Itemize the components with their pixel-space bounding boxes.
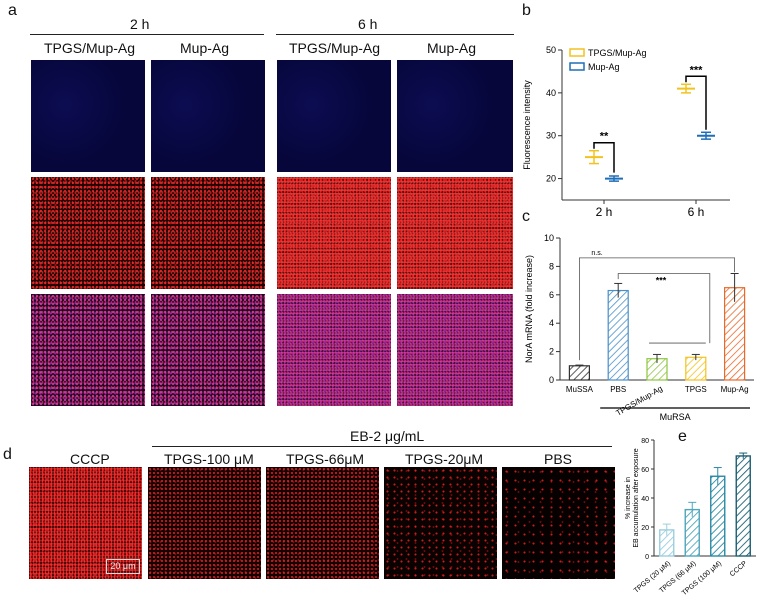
- panel-letter-c: c: [522, 208, 530, 225]
- micrograph-eb-pbs: [502, 467, 615, 579]
- c-ns-label: n.s.: [591, 250, 602, 257]
- b-x-tick-label: 2 h: [596, 205, 613, 219]
- c-group-label: MuRSA: [660, 412, 691, 422]
- c-bar: [607, 289, 629, 381]
- micrograph-merge-tpgs-6h: [277, 294, 391, 406]
- panel-letter-b: b: [522, 2, 531, 19]
- b-legend-swatch: [569, 62, 585, 71]
- micrograph-blue-tpgs-2h: [31, 60, 145, 172]
- e-y-tick-label: 60: [641, 467, 649, 474]
- micrograph-blue-tpgs-6h: [277, 60, 391, 172]
- b-x-tick-label: 6 h: [688, 205, 705, 219]
- micrograph-blue-mup-2h: [151, 60, 265, 172]
- e-y-tick-label: 0: [645, 554, 649, 561]
- b-legend-swatch: [569, 48, 585, 57]
- e-bar: [735, 455, 751, 557]
- group-divider-6h: [276, 34, 514, 35]
- c-x-tick-label: MuSSA: [566, 385, 594, 394]
- chart-c-nora: 0 2 4 6 8 10 NorA mRNA (fold increase) MuSSA PB…: [524, 233, 754, 422]
- e-y-tick-label: 20: [641, 525, 649, 532]
- time-label-2h: 2 h: [130, 16, 150, 32]
- column-label-tpgs-20: TPGS-20μM: [405, 451, 484, 467]
- column-label-tpgs-100: TPGS-100 μM: [164, 451, 254, 467]
- micrograph-eb-tpgs-66: [266, 467, 379, 579]
- c-y-tick-label: 10: [544, 233, 554, 243]
- panel-letter-a: a: [8, 2, 17, 19]
- micrograph-red-mup-2h: [151, 177, 265, 289]
- b-significance-bracket: [593, 141, 615, 173]
- c-y-label: NorA mRNA (fold increase): [524, 255, 534, 363]
- e-y-label-line: EB accumulation after exposure: [633, 448, 640, 547]
- column-label-mup-2h: Mup-Ag: [180, 40, 230, 56]
- c-x-tick-label: PBS: [610, 385, 626, 394]
- c-sig-bracket: [617, 273, 711, 344]
- micrograph-red-tpgs-6h: [277, 177, 391, 289]
- column-label-pbs: PBS: [544, 451, 573, 467]
- e-bar: [710, 475, 726, 557]
- micrograph-red-tpgs-2h: [31, 177, 145, 289]
- column-label-mup-6h: Mup-Ag: [427, 40, 477, 56]
- c-bar: [568, 365, 591, 381]
- c-y-tick-label: 0: [549, 375, 554, 385]
- c-y-tick-label: 4: [549, 318, 554, 328]
- b-y-label: Fluorescence intensity: [522, 80, 532, 170]
- b-legend-label: TPGS/Mup-Ag: [588, 48, 647, 58]
- micrograph-merge-tpgs-2h: [31, 294, 145, 406]
- c-y-tick-label: 6: [549, 290, 554, 300]
- group-divider-2h: [30, 34, 264, 35]
- scale-bar: 20 μm: [106, 559, 140, 574]
- b-y-tick-label: 20: [546, 174, 556, 184]
- b-significance-bracket: [685, 75, 707, 130]
- c-y-tick-label: 2: [549, 347, 554, 357]
- b-y-tick-label: 50: [546, 45, 556, 55]
- time-label-6h: 6 h: [358, 16, 378, 32]
- micrograph-red-mup-6h: [397, 177, 513, 289]
- micrograph-merge-mup-2h: [151, 294, 265, 406]
- column-label-tpgs-66: TPGS-66μM: [286, 451, 365, 467]
- panel-letter-e: e: [678, 428, 687, 445]
- c-bar: [685, 356, 707, 381]
- b-y-tick-label: 30: [546, 131, 556, 141]
- panel-letter-d: d: [3, 446, 12, 463]
- e-y-tick-label: 40: [641, 496, 649, 503]
- b-y-tick-label: 40: [546, 88, 556, 98]
- column-label-tpgs-6h: TPGS/Mup-Ag: [289, 40, 381, 56]
- micrograph-eb-tpgs-100: [148, 467, 261, 579]
- e-y-label-line: % increase in: [625, 477, 632, 519]
- c-x-tick-label: Mup-Ag: [721, 385, 749, 394]
- e-x-tick-label: CCCP: [729, 560, 749, 578]
- b-significance-label: ***: [690, 64, 704, 76]
- c-x-tick-label: TPGS: [685, 385, 707, 394]
- micrograph-blue-mup-6h: [397, 60, 513, 172]
- column-label-tpgs-2h: TPGS/Mup-Ag: [44, 40, 136, 56]
- c-ns-bracket: [579, 257, 735, 361]
- eb-group-divider: [152, 446, 612, 447]
- micrograph-merge-mup-6h: [397, 294, 513, 406]
- column-label-cccp: CCCP: [70, 451, 110, 467]
- e-y-tick-label: 80: [641, 438, 649, 445]
- eb-group-label: EB-2 μg/mL: [350, 428, 425, 444]
- c-sig-label: ***: [656, 276, 667, 286]
- b-significance-label: **: [600, 131, 609, 143]
- e-y-label: % increase inEB accumulation after expos…: [625, 448, 640, 547]
- b-legend-label: Mup-Ag: [588, 62, 620, 72]
- micrograph-eb-cccp: 20 μm: [29, 467, 142, 579]
- c-y-tick-label: 8: [549, 261, 554, 271]
- micrograph-eb-tpgs-20: [384, 467, 497, 579]
